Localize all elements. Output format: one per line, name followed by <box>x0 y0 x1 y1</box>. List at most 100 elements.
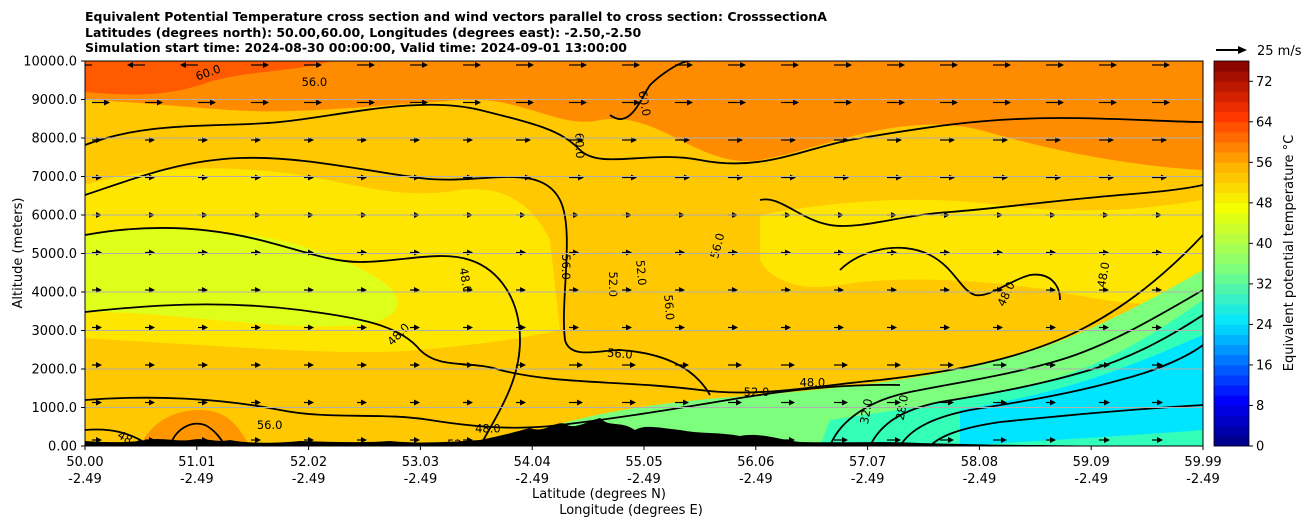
x-tick-label-lon: -2.49 <box>1186 472 1220 487</box>
wind-vector <box>145 324 155 331</box>
colorbar-band <box>1214 273 1249 285</box>
colorbar-band <box>1214 81 1249 92</box>
x-axis: 50.00 -2.49 51.01 -2.49 52.02 -2.49 53.03 -2.49… <box>66 446 1222 487</box>
colorbar-band <box>1214 192 1249 204</box>
colorbar-band <box>1214 152 1249 163</box>
wind-vector <box>410 324 420 331</box>
x-tick-label-lon: -2.49 <box>292 472 326 487</box>
wind-vector <box>92 362 102 368</box>
wind-vector <box>463 324 473 331</box>
wind-vector <box>781 437 795 443</box>
colorbar-band <box>1214 334 1249 346</box>
wind-vector <box>198 362 208 368</box>
wind-vector <box>1152 99 1170 106</box>
wind-vector <box>940 324 950 331</box>
colorbar-band <box>1214 344 1249 356</box>
wind-vector <box>127 62 145 68</box>
colorbar-label: Equivalent potential temperature °C <box>1282 135 1297 371</box>
wind-vector <box>304 99 322 106</box>
wind-vector <box>304 399 314 406</box>
contour-line <box>85 383 901 429</box>
y-tick-label: 9000.0 <box>32 93 78 108</box>
x-tick-label-lat: 59.09 <box>1073 455 1110 470</box>
contour-label: 56.0 <box>559 254 573 280</box>
wind-vector <box>781 62 799 68</box>
wind-vector <box>304 62 322 68</box>
wind-vector <box>463 99 481 106</box>
contour-label: 56.0 <box>607 346 634 362</box>
y-tick-label: 0.00 <box>48 440 77 455</box>
wind-vector <box>1046 324 1056 331</box>
wind-key-label: 25 m/s <box>1257 44 1302 59</box>
wind-vector <box>781 99 799 106</box>
colorbar-band <box>1214 304 1249 315</box>
wind-vector <box>145 99 163 106</box>
wind-vector <box>993 324 1003 331</box>
wind-key-arrowhead-icon <box>1238 46 1247 54</box>
contour-line <box>839 246 1061 301</box>
contour-label: 52.0 <box>606 271 620 297</box>
wind-vector <box>410 399 420 406</box>
wind-vector <box>198 324 208 331</box>
wind-vector <box>940 437 954 443</box>
colorbar-tick-label: 32 <box>1256 277 1273 292</box>
wind-vector <box>463 62 481 68</box>
wind-vector <box>357 362 367 368</box>
wind-vector <box>675 437 689 443</box>
colorbar-band <box>1214 182 1249 194</box>
colorbar-band <box>1214 202 1249 214</box>
wind-vector <box>1046 399 1056 406</box>
wind-vector <box>1099 437 1110 443</box>
wind-vector <box>622 399 636 406</box>
wind-vector <box>993 437 1007 443</box>
wind-vector <box>92 324 102 331</box>
wind-vector <box>251 437 261 443</box>
colorbar-band <box>1214 253 1249 265</box>
wind-vector <box>993 362 1007 368</box>
theta-e-region-top-hot <box>85 61 330 95</box>
x-tick-label-lon: -2.49 <box>739 472 773 487</box>
colorbar-band <box>1214 294 1249 305</box>
contour-line <box>85 227 521 446</box>
contour-label: 48.0 <box>800 375 826 389</box>
x-tick-label-lon: -2.49 <box>627 472 661 487</box>
wind-vector <box>198 437 208 443</box>
wind-vector <box>781 324 791 331</box>
x-tick-label-lon: -2.49 <box>180 472 214 487</box>
colorbar-tick-label: 56 <box>1256 156 1273 171</box>
colorbar-band <box>1214 121 1249 133</box>
x-tick-label-lon: -2.49 <box>404 472 438 487</box>
colorbar-band <box>1214 425 1249 437</box>
wind-vector <box>675 62 693 68</box>
wind-vector <box>251 362 261 368</box>
contour-label: 32.0 <box>857 398 875 426</box>
wind-vector <box>516 99 534 106</box>
wind-vector <box>251 62 269 68</box>
wind-vector <box>357 324 367 331</box>
wind-vector <box>516 437 526 443</box>
wind-vector <box>1099 324 1109 331</box>
wind-vector <box>1099 62 1117 68</box>
wind-vector <box>728 399 742 406</box>
wind-vector <box>781 399 795 406</box>
wind-vector <box>251 99 269 106</box>
wind-vector <box>622 437 636 443</box>
wind-vector <box>940 362 954 368</box>
wind-vector <box>569 399 583 406</box>
x-tick-label-lat: 59.99 <box>1184 455 1221 470</box>
colorbar-band <box>1214 415 1249 427</box>
wind-vector <box>834 99 852 106</box>
wind-vector <box>1152 399 1163 406</box>
wind-vector <box>675 324 685 331</box>
colorbar-band <box>1214 314 1249 325</box>
wind-vector <box>92 437 102 443</box>
chart-title-line: Simulation start time: 2024-08-30 00:00:… <box>85 40 627 55</box>
colorbar: 0 8 16 24 32 40 48 56 64 72 Equivalent potential … <box>1213 60 1297 455</box>
theta-e-region-upper-warm <box>85 61 1203 170</box>
contour-label: 48.0 <box>456 267 474 295</box>
wind-vector <box>993 399 1007 406</box>
wind-vector <box>940 62 958 68</box>
colorbar-band <box>1214 162 1249 173</box>
colorbar-band <box>1214 354 1249 366</box>
colorbar-band <box>1214 131 1249 143</box>
